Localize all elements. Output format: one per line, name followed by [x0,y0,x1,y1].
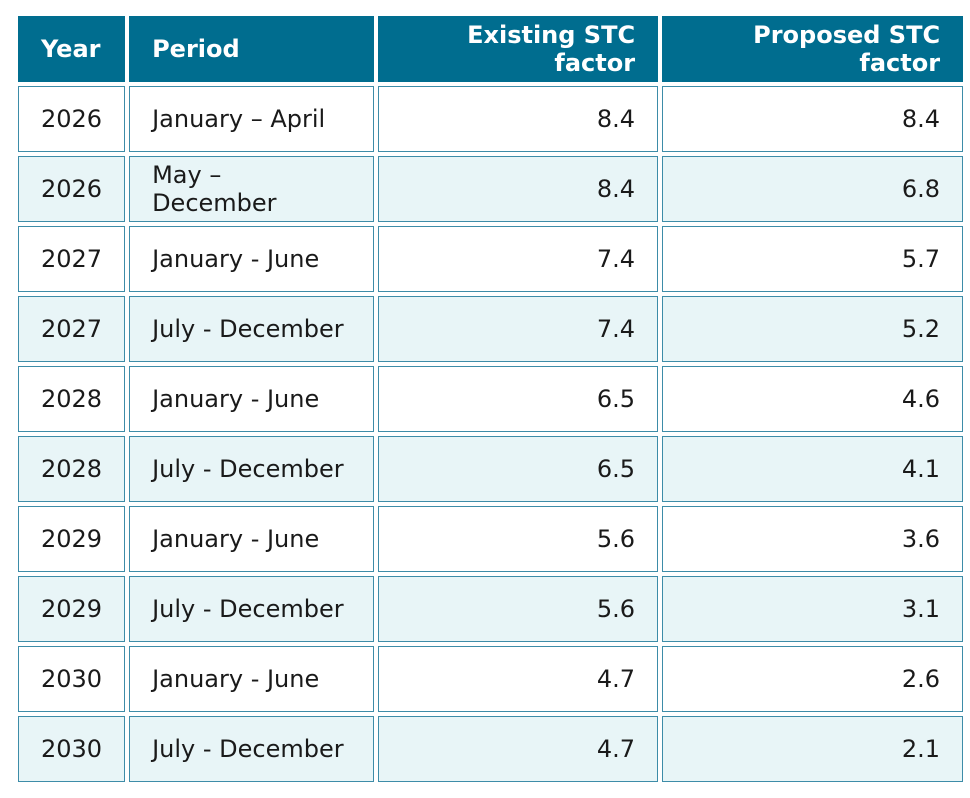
cell-period: January - June [129,226,375,292]
cell-period: January - June [129,646,375,712]
cell-proposed-stc-factor: 4.1 [662,436,964,502]
cell-existing-stc-factor: 6.5 [378,436,659,502]
cell-year: 2026 [18,156,126,222]
cell-proposed-stc-factor: 2.1 [662,716,964,782]
header-proposed-stc-factor: Proposed STC factor [662,16,964,82]
cell-existing-stc-factor: 4.7 [378,716,659,782]
table-row: 2027 January - June 7.4 5.7 [18,226,964,292]
cell-period: January – April [129,86,375,152]
table-header: Year Period Existing STC factor Proposed… [18,16,964,82]
cell-existing-stc-factor: 8.4 [378,156,659,222]
cell-year: 2029 [18,576,126,642]
cell-existing-stc-factor: 6.5 [378,366,659,432]
table-row: 2029 January - June 5.6 3.6 [18,506,964,572]
table-body: 2026 January – April 8.4 8.4 2026 May – … [18,86,964,782]
cell-year: 2028 [18,436,126,502]
table-row: 2027 July - December 7.4 5.2 [18,296,964,362]
table-row: 2028 July - December 6.5 4.1 [18,436,964,502]
table-row: 2030 July - December 4.7 2.1 [18,716,964,782]
cell-proposed-stc-factor: 2.6 [662,646,964,712]
cell-year: 2027 [18,226,126,292]
table-row: 2028 January - June 6.5 4.6 [18,366,964,432]
header-row: Year Period Existing STC factor Proposed… [18,16,964,82]
header-period: Period [129,16,375,82]
cell-existing-stc-factor: 5.6 [378,506,659,572]
stc-factor-table: Year Period Existing STC factor Proposed… [14,12,967,786]
cell-existing-stc-factor: 7.4 [378,296,659,362]
header-year: Year [18,16,126,82]
cell-proposed-stc-factor: 8.4 [662,86,964,152]
cell-existing-stc-factor: 7.4 [378,226,659,292]
cell-proposed-stc-factor: 3.6 [662,506,964,572]
table-row: 2029 July - December 5.6 3.1 [18,576,964,642]
cell-period: July - December [129,436,375,502]
cell-year: 2028 [18,366,126,432]
table-row: 2026 January – April 8.4 8.4 [18,86,964,152]
cell-proposed-stc-factor: 5.7 [662,226,964,292]
cell-year: 2030 [18,716,126,782]
cell-year: 2026 [18,86,126,152]
cell-period: January - June [129,506,375,572]
table-row: 2030 January - June 4.7 2.6 [18,646,964,712]
table-row: 2026 May – December 8.4 6.8 [18,156,964,222]
cell-period: July - December [129,716,375,782]
cell-period: May – December [129,156,375,222]
cell-existing-stc-factor: 5.6 [378,576,659,642]
cell-existing-stc-factor: 4.7 [378,646,659,712]
cell-year: 2027 [18,296,126,362]
cell-proposed-stc-factor: 3.1 [662,576,964,642]
cell-proposed-stc-factor: 5.2 [662,296,964,362]
cell-proposed-stc-factor: 4.6 [662,366,964,432]
header-existing-stc-factor: Existing STC factor [378,16,659,82]
cell-period: January - June [129,366,375,432]
cell-year: 2029 [18,506,126,572]
cell-year: 2030 [18,646,126,712]
cell-existing-stc-factor: 8.4 [378,86,659,152]
cell-period: July - December [129,296,375,362]
cell-proposed-stc-factor: 6.8 [662,156,964,222]
cell-period: July - December [129,576,375,642]
